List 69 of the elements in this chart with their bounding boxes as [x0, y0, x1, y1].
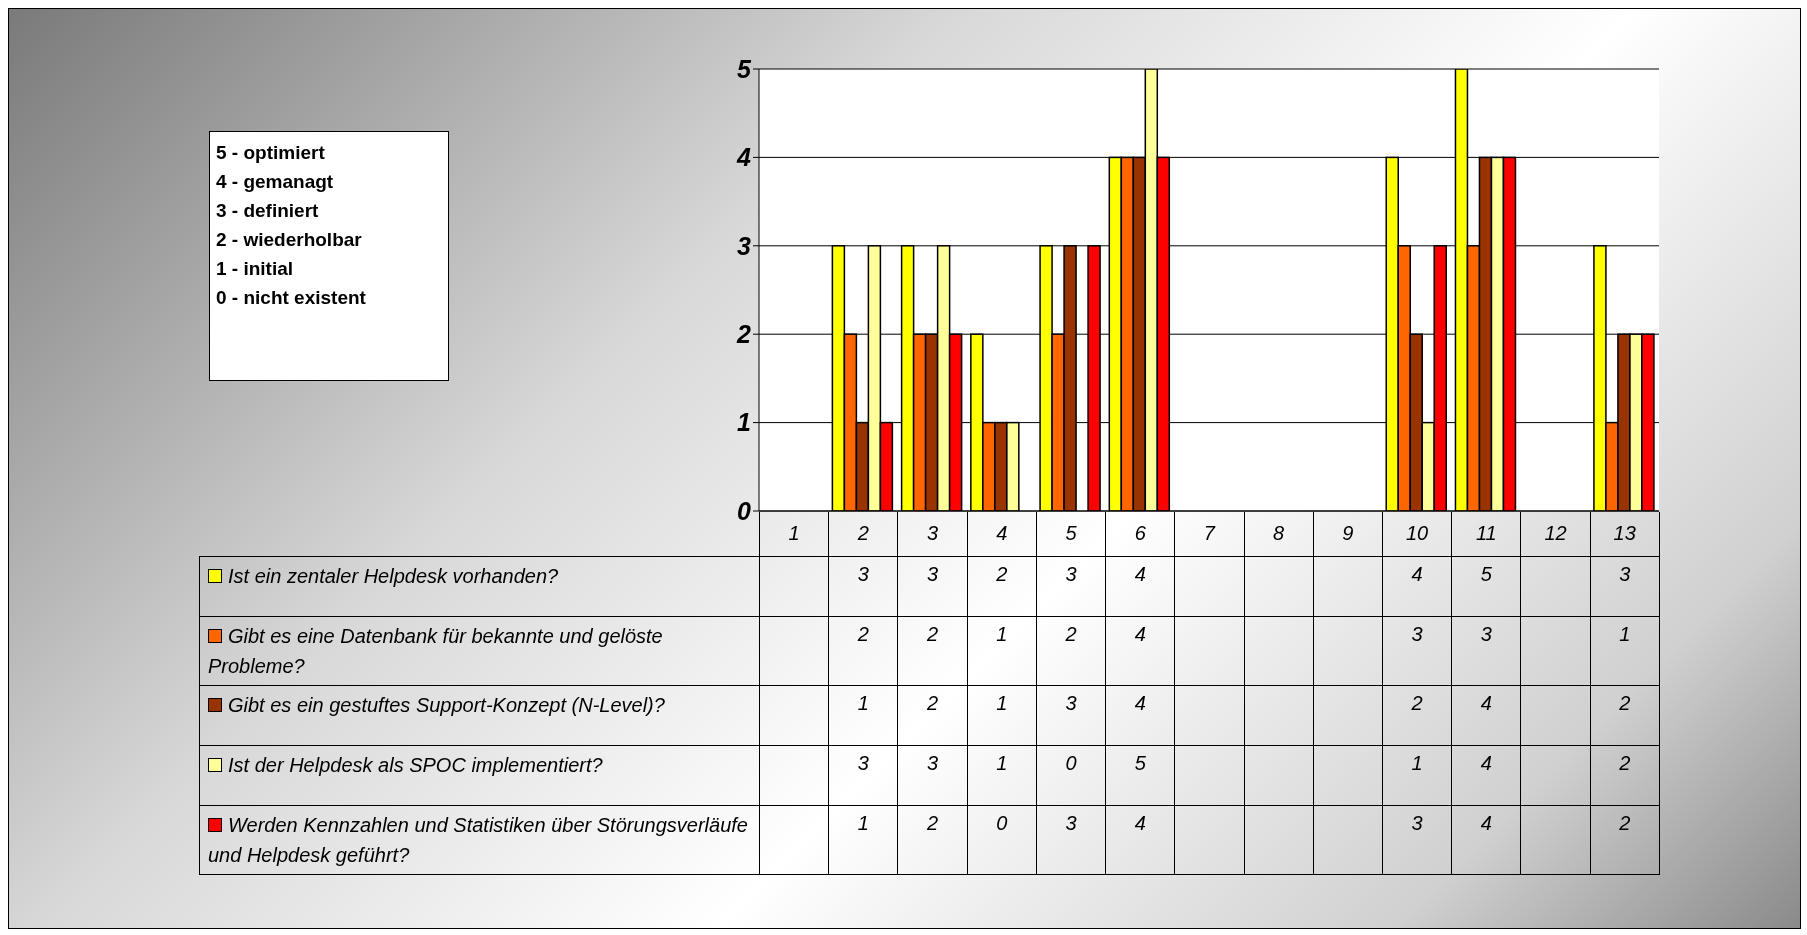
data-label: 4: [1382, 556, 1452, 616]
data-label: 4: [1105, 685, 1175, 745]
data-label: 1: [1382, 745, 1452, 805]
data-label: 2: [897, 616, 968, 685]
data-label: 2: [1382, 685, 1452, 745]
y-tick-label: 5: [737, 54, 753, 83]
data-label: 2: [897, 805, 968, 874]
x-tick-label: 3: [897, 512, 968, 556]
text: 2 - wiederholbar: [216, 228, 363, 252]
data-label: 3: [1451, 616, 1521, 685]
data-label: 3: [1382, 805, 1452, 874]
data-label: 0: [1036, 745, 1106, 805]
x-tick-label: 7: [1174, 512, 1245, 556]
data-label: 2: [828, 616, 898, 685]
data-label: 5: [1451, 556, 1521, 616]
data-label: 2: [897, 685, 968, 745]
data-label: 1: [967, 685, 1037, 745]
data-label: 3: [897, 745, 968, 805]
data-label: 3: [1382, 616, 1452, 685]
legend-label: Gibt es eine Datenbank für bekannte und gelöste Probleme?: [199, 616, 760, 685]
y-tick-label: 2: [736, 320, 752, 349]
data-label: 3: [1036, 805, 1106, 874]
data-label: 3: [1036, 556, 1106, 616]
data-label: 4: [1451, 685, 1521, 745]
legend-label: Gibt es ein gestuftes Support-Konzept (N-Level)?: [199, 685, 760, 745]
legend-label: Ist der Helpdesk als SPOC implementiert?: [199, 745, 760, 805]
data-label: 3: [828, 556, 898, 616]
x-tick-label: 10: [1382, 512, 1452, 556]
x-tick-label: 2: [828, 512, 898, 556]
data-label: 2: [1036, 616, 1106, 685]
y-tick-label: 3: [737, 231, 752, 260]
data-label: 3: [1036, 685, 1106, 745]
text: 1 - initial: [216, 257, 295, 281]
data-label: 2: [1590, 805, 1660, 874]
data-label: 3: [897, 556, 968, 616]
data-label: 0: [967, 805, 1037, 874]
data-label: 4: [1105, 616, 1175, 685]
x-tick-label: 5: [1036, 512, 1106, 556]
data-label: 2: [1590, 685, 1660, 745]
data-label: 1: [1590, 616, 1660, 685]
y-tick-label: 4: [736, 143, 752, 172]
text: 5 - optimiert: [216, 141, 326, 165]
data-label: 1: [828, 685, 898, 745]
data-label: 2: [1590, 745, 1660, 805]
text: 0 - nicht existent: [216, 286, 367, 310]
y-tick-label: 0: [737, 496, 752, 525]
data-label: 4: [1105, 805, 1175, 874]
x-tick-label: 9: [1313, 512, 1383, 556]
legend-label: Ist ein zentaler Helpdesk vorhanden?: [199, 556, 760, 616]
x-tick-label: 11: [1451, 512, 1521, 556]
data-label: 3: [828, 745, 898, 805]
y-tick-label: 1: [737, 408, 751, 437]
data-label: 2: [967, 556, 1037, 616]
x-tick-label: 4: [967, 512, 1037, 556]
text: 3 - definiert: [216, 199, 320, 223]
data-label: 1: [967, 745, 1037, 805]
data-label: 5: [1105, 745, 1175, 805]
text: 4 - gemanagt: [216, 170, 335, 194]
data-label: 1: [967, 616, 1037, 685]
x-tick-label: 8: [1244, 512, 1314, 556]
x-tick-label: 13: [1590, 512, 1660, 556]
legend-label: Werden Kennzahlen und Statistiken über Störungsverläufe und Helpdesk geführt?: [199, 805, 760, 874]
data-label: 4: [1105, 556, 1175, 616]
x-tick-label: 6: [1105, 512, 1175, 556]
x-tick-label: 12: [1520, 512, 1591, 556]
data-label: 1: [828, 805, 898, 874]
data-label: 4: [1451, 745, 1521, 805]
data-label: 3: [1590, 556, 1660, 616]
data-label: 4: [1451, 805, 1521, 874]
